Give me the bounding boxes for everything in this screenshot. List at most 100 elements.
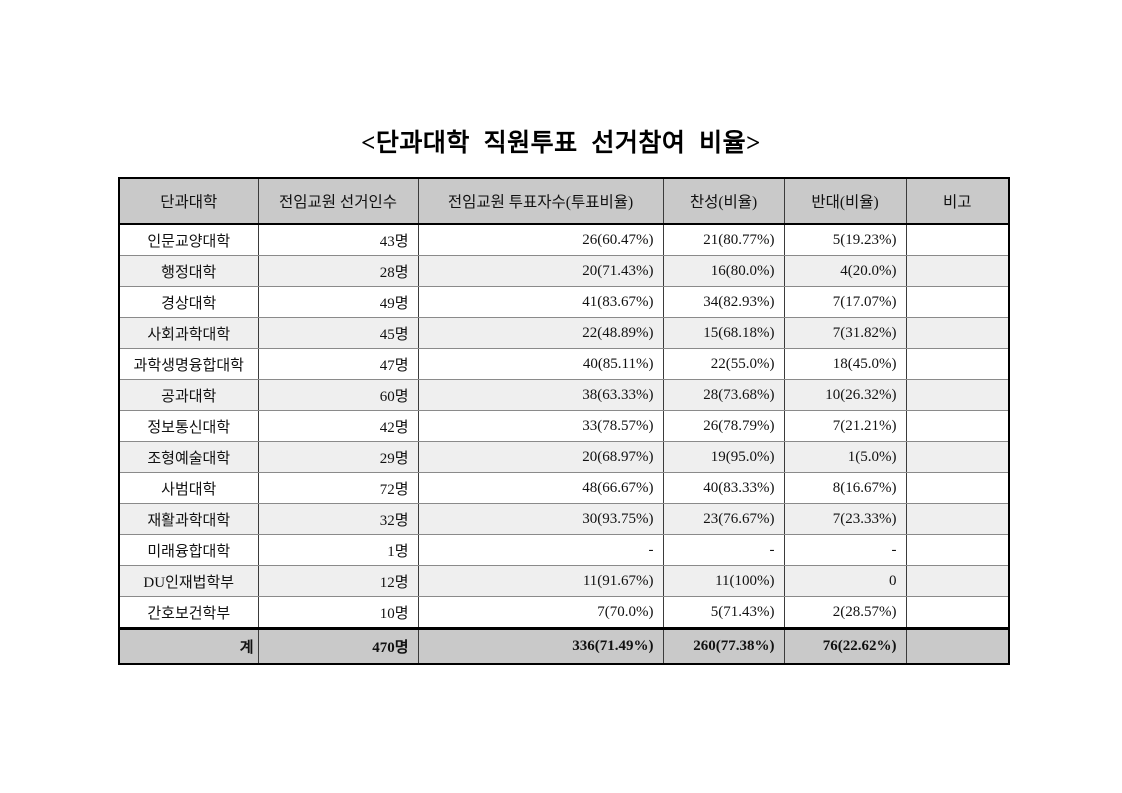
value-cell: 18(45.0%) (783, 348, 907, 380)
value-cell: 10명 (257, 596, 419, 629)
value-cell (905, 534, 1010, 566)
value-cell (905, 472, 1010, 504)
value-cell: 22(48.89%) (417, 317, 664, 349)
value-cell (905, 317, 1010, 349)
column-header-1: 전임교원 선거인수 (257, 177, 419, 225)
value-cell: 49명 (257, 286, 419, 318)
value-cell: 11(100%) (662, 565, 785, 597)
value-cell: 7(17.07%) (783, 286, 907, 318)
value-cell: 5(71.43%) (662, 596, 785, 629)
total-value-cell: 260(77.38%) (662, 627, 785, 665)
value-cell: 23(76.67%) (662, 503, 785, 535)
value-cell: 0 (783, 565, 907, 597)
value-cell: 41(83.67%) (417, 286, 664, 318)
value-cell: 33(78.57%) (417, 410, 664, 442)
college-name-cell: 공과대학 (118, 379, 259, 411)
college-name-cell: 미래융합대학 (118, 534, 259, 566)
table-row: DU인재법학부 12명 11(91.67%) 11(100%) 0 (118, 565, 1010, 597)
table-row: 인문교양대학 43명 26(60.47%) 21(80.77%) 5(19.23%) (118, 223, 1010, 256)
college-name-cell: 경상대학 (118, 286, 259, 318)
value-cell: 42명 (257, 410, 419, 442)
value-cell (905, 255, 1010, 287)
column-header-3: 찬성(비율) (662, 177, 785, 225)
value-cell: 20(71.43%) (417, 255, 664, 287)
table-row: 사회과학대학 45명 22(48.89%) 15(68.18%) 7(31.82%) (118, 317, 1010, 349)
value-cell: 47명 (257, 348, 419, 380)
value-cell: 19(95.0%) (662, 441, 785, 473)
value-cell (905, 596, 1010, 629)
value-cell: 7(70.0%) (417, 596, 664, 629)
value-cell: 29명 (257, 441, 419, 473)
total-label-cell: 계 (118, 627, 259, 665)
value-cell: 38(63.33%) (417, 379, 664, 411)
value-cell: - (783, 534, 907, 566)
value-cell: 20(68.97%) (417, 441, 664, 473)
total-value-cell: 336(71.49%) (417, 627, 664, 665)
value-cell: - (662, 534, 785, 566)
value-cell: 8(16.67%) (783, 472, 907, 504)
total-value-cell (905, 627, 1010, 665)
value-cell (905, 410, 1010, 442)
value-cell: 15(68.18%) (662, 317, 785, 349)
column-header-0: 단과대학 (118, 177, 259, 225)
value-cell (905, 503, 1010, 535)
vote-table: 단과대학 전임교원 선거인수 전임교원 투표자수(투표비율) 찬성(비율) 반대(비율)… (118, 177, 1010, 665)
value-cell: 34(82.93%) (662, 286, 785, 318)
table-row: 미래융합대학 1명 - - - (118, 534, 1010, 566)
college-name-cell: 조형예술대학 (118, 441, 259, 473)
college-name-cell: 간호보건학부 (118, 596, 259, 629)
college-name-cell: 사범대학 (118, 472, 259, 504)
value-cell (905, 348, 1010, 380)
value-cell: 2(28.57%) (783, 596, 907, 629)
value-cell: 26(60.47%) (417, 223, 664, 256)
value-cell: 30(93.75%) (417, 503, 664, 535)
column-header-5: 비고 (905, 177, 1010, 225)
value-cell: 48(66.67%) (417, 472, 664, 504)
value-cell: 26(78.79%) (662, 410, 785, 442)
value-cell: 7(23.33%) (783, 503, 907, 535)
table-row: 정보통신대학 42명 33(78.57%) 26(78.79%) 7(21.21%) (118, 410, 1010, 442)
column-header-4: 반대(비율) (783, 177, 907, 225)
value-cell: 22(55.0%) (662, 348, 785, 380)
college-name-cell: DU인재법학부 (118, 565, 259, 597)
value-cell: 1명 (257, 534, 419, 566)
table-row: 경상대학 49명 41(83.67%) 34(82.93%) 7(17.07%) (118, 286, 1010, 318)
college-name-cell: 인문교양대학 (118, 223, 259, 256)
total-value-cell: 76(22.62%) (783, 627, 907, 665)
value-cell: 10(26.32%) (783, 379, 907, 411)
college-name-cell: 행정대학 (118, 255, 259, 287)
college-name-cell: 정보통신대학 (118, 410, 259, 442)
value-cell: 43명 (257, 223, 419, 256)
value-cell (905, 286, 1010, 318)
table-row: 간호보건학부 10명 7(70.0%) 5(71.43%) 2(28.57%) (118, 596, 1010, 629)
value-cell: 4(20.0%) (783, 255, 907, 287)
value-cell: 16(80.0%) (662, 255, 785, 287)
table-row: 행정대학 28명 20(71.43%) 16(80.0%) 4(20.0%) (118, 255, 1010, 287)
value-cell (905, 441, 1010, 473)
value-cell: 32명 (257, 503, 419, 535)
page-title: <단과대학 직원투표 선거참여 비율> (361, 130, 761, 157)
college-name-cell: 사회과학대학 (118, 317, 259, 349)
table-row: 과학생명융합대학 47명 40(85.11%) 22(55.0%) 18(45.0%) (118, 348, 1010, 380)
value-cell: 5(19.23%) (783, 223, 907, 256)
college-name-cell: 과학생명융합대학 (118, 348, 259, 380)
value-cell: 40(85.11%) (417, 348, 664, 380)
value-cell: 12명 (257, 565, 419, 597)
college-name-cell: 재활과학대학 (118, 503, 259, 535)
table-row: 조형예술대학 29명 20(68.97%) 19(95.0%) 1(5.0%) (118, 441, 1010, 473)
value-cell (905, 565, 1010, 597)
column-header-2: 전임교원 투표자수(투표비율) (417, 177, 664, 225)
table-row: 재활과학대학 32명 30(93.75%) 23(76.67%) 7(23.33%) (118, 503, 1010, 535)
value-cell: 60명 (257, 379, 419, 411)
value-cell: 11(91.67%) (417, 565, 664, 597)
value-cell (905, 223, 1010, 256)
value-cell: 1(5.0%) (783, 441, 907, 473)
value-cell: 7(21.21%) (783, 410, 907, 442)
value-cell: 7(31.82%) (783, 317, 907, 349)
value-cell: 72명 (257, 472, 419, 504)
value-cell: 40(83.33%) (662, 472, 785, 504)
value-cell: - (417, 534, 664, 566)
value-cell: 21(80.77%) (662, 223, 785, 256)
table-total-row: 계 470명 336(71.49%) 260(77.38%) 76(22.62%) (118, 627, 1010, 665)
